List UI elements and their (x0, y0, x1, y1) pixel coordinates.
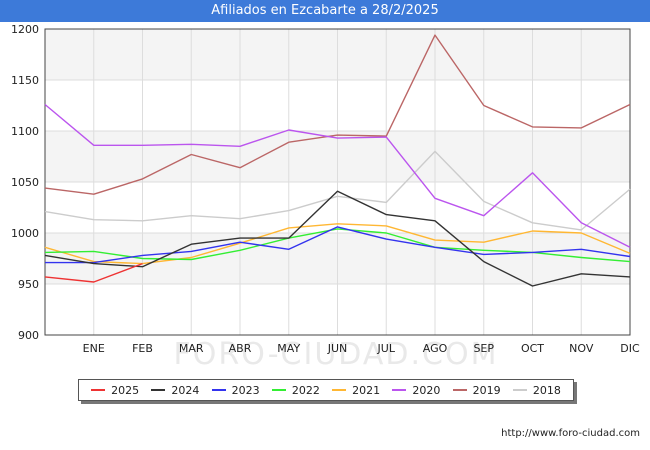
legend-item-2024: 2024 (151, 384, 199, 397)
x-tick-label: ENE (83, 342, 105, 355)
x-tick-label: MAR (179, 342, 204, 355)
legend-swatch (151, 389, 166, 391)
legend-item-2018: 2018 (512, 383, 561, 397)
source-url: http://www.foro-ciudad.com (501, 428, 640, 439)
y-axis-ticks: 900 950 1000 1050 1100 1150 1200 (11, 23, 39, 342)
series-lines (44, 34, 631, 287)
legend-swatch (211, 389, 226, 391)
legend-label: 2025 (111, 383, 140, 397)
legend: 2025 2024 2023 2022 2021 2020 2019 2018 (78, 379, 574, 401)
y-tick-label: 1200 (11, 23, 39, 36)
series-line-2024 (44, 190, 631, 287)
legend-label: 2019 (472, 383, 501, 397)
legend-item-2023: 2023 (211, 383, 260, 397)
legend-label: 2024 (171, 383, 200, 397)
legend-label: 2022 (291, 383, 320, 397)
y-tick-label: 1000 (11, 227, 39, 240)
x-tick-label: JUN (327, 342, 348, 355)
legend-swatch (392, 389, 407, 391)
legend-item-2022: 2022 (271, 383, 320, 397)
legend-label: 2023 (231, 383, 260, 397)
x-tick-label: NOV (569, 342, 594, 355)
legend-item-2025: 2025 (91, 384, 139, 397)
legend-item-2021: 2021 (332, 384, 380, 397)
series-line-2020 (44, 103, 631, 248)
x-tick-label: DIC (620, 342, 640, 355)
legend-swatch (332, 389, 347, 391)
legend-swatch (452, 389, 467, 391)
plot-frame (44, 28, 631, 336)
line-chart: FORO-CIUDAD.COM 900 950 1000 1050 1100 1150 12… (11, 23, 640, 372)
legend-label: 2020 (412, 383, 441, 397)
chart-title-bar: Afiliados en Ezcabarte a 28/2/2025 (0, 0, 650, 22)
grid-lines (45, 28, 631, 336)
x-tick-label: SEP (473, 342, 494, 355)
y-tick-label: 950 (18, 278, 39, 291)
x-tick-label: FEB (132, 342, 153, 355)
series-line-2023 (45, 226, 631, 264)
legend-swatch (91, 389, 106, 391)
watermark: FORO-CIUDAD.COM (174, 337, 499, 372)
legend-item-2020: 2020 (392, 384, 440, 397)
y-tick-label: 900 (18, 329, 39, 342)
x-tick-label: OCT (521, 342, 544, 355)
series-line-2019 (44, 34, 631, 195)
y-tick-label: 1150 (11, 74, 39, 87)
series-line-2025 (44, 262, 143, 283)
legend-swatch (271, 389, 286, 391)
series-line-2018 (44, 150, 631, 231)
x-tick-label: JUL (377, 342, 396, 355)
chart-title: Afiliados en Ezcabarte a 28/2/2025 (211, 3, 439, 18)
legend-swatch (512, 389, 527, 391)
x-tick-label: MAY (277, 342, 300, 355)
x-axis-ticks: ENE FEB MAR ABR MAY JUN JUL AGO SEP OCT NOV DIC (83, 342, 640, 355)
x-tick-label: ABR (229, 342, 252, 355)
y-tick-label: 1100 (11, 125, 39, 138)
legend-item-2019: 2019 (452, 383, 501, 397)
x-tick-label: AGO (423, 342, 448, 355)
y-tick-label: 1050 (11, 176, 39, 189)
legend-label: 2021 (352, 383, 381, 397)
legend-label: 2018 (532, 383, 561, 397)
